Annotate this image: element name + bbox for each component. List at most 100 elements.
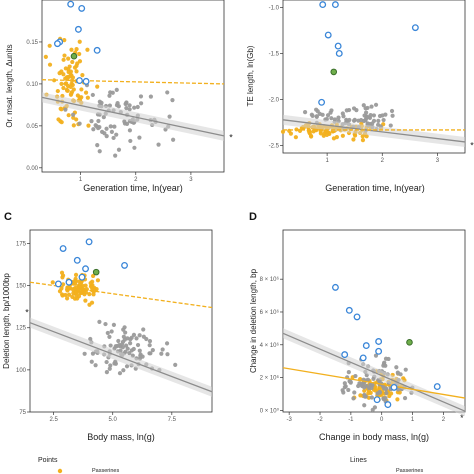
orange-point bbox=[63, 81, 68, 86]
grey-point bbox=[302, 110, 308, 115]
highlight-blue-point bbox=[82, 77, 90, 85]
orange-point bbox=[91, 292, 96, 297]
grey-point bbox=[329, 108, 334, 113]
orange-point bbox=[55, 88, 60, 94]
orange-point bbox=[89, 285, 95, 290]
orange-point bbox=[71, 87, 76, 92]
grey-point bbox=[127, 128, 133, 133]
grey-point bbox=[134, 336, 139, 341]
x-tick-label: 5.0 bbox=[109, 417, 118, 423]
panel-b-frame bbox=[282, 0, 466, 154]
grey-point bbox=[362, 394, 367, 399]
grey-point bbox=[116, 147, 122, 152]
grey-point bbox=[131, 332, 137, 338]
highlight-blue-point bbox=[319, 1, 327, 9]
grey-point bbox=[314, 107, 319, 112]
y-tick-label: -2.5 bbox=[269, 144, 280, 150]
grey-point bbox=[104, 359, 109, 365]
grey-point bbox=[388, 123, 393, 128]
highlight-blue-point bbox=[375, 347, 383, 355]
grey-point bbox=[141, 327, 146, 332]
grey-point bbox=[132, 105, 137, 110]
orange-point bbox=[60, 273, 66, 278]
grey-point bbox=[129, 335, 134, 340]
grey-point bbox=[124, 100, 129, 106]
grey-point bbox=[124, 364, 130, 369]
orange-point bbox=[358, 393, 363, 398]
grey-point bbox=[138, 353, 143, 359]
grey-point bbox=[63, 107, 68, 112]
grey-point bbox=[96, 118, 101, 124]
y-tick-label: 0.00 bbox=[26, 166, 38, 172]
panel-a-ylabel: Or. msat. length, Δunits bbox=[5, 44, 14, 127]
grey-point bbox=[138, 94, 144, 99]
orange-point bbox=[56, 117, 61, 122]
grey-point bbox=[135, 104, 140, 110]
highlight-blue-point bbox=[341, 351, 349, 359]
grey-point bbox=[91, 127, 96, 132]
grey-point bbox=[137, 135, 142, 140]
orange-point bbox=[63, 292, 68, 298]
grey-point bbox=[341, 114, 346, 119]
highlight-blue-point bbox=[76, 77, 83, 84]
grey-point bbox=[122, 337, 127, 342]
grey-point bbox=[104, 370, 109, 375]
orange-point bbox=[83, 298, 88, 303]
orange-point bbox=[85, 47, 90, 52]
highlight-blue-point bbox=[373, 396, 381, 404]
grey-point bbox=[160, 347, 165, 352]
x-tick-label: 1 bbox=[411, 417, 415, 423]
orange-point bbox=[65, 88, 70, 93]
highlight-blue-point bbox=[433, 383, 441, 391]
panel-b-ylabel: TE length, ln(Gb) bbox=[246, 45, 255, 106]
y-tick-label: 0.15 bbox=[26, 40, 38, 46]
orange-point bbox=[340, 133, 345, 138]
orange-point bbox=[79, 279, 84, 284]
grey-point bbox=[71, 112, 76, 117]
highlight-blue-point bbox=[67, 0, 75, 8]
orange-point bbox=[59, 107, 64, 112]
grey-point bbox=[403, 367, 408, 372]
grey-point bbox=[107, 334, 112, 339]
grey-point bbox=[135, 342, 141, 348]
grey-point bbox=[113, 344, 118, 349]
grey-point bbox=[344, 108, 349, 113]
orange-point bbox=[83, 283, 88, 288]
grey-point bbox=[371, 376, 376, 381]
grey-point bbox=[128, 341, 133, 346]
y-tick-label: 8 × 10⁶ bbox=[260, 276, 280, 283]
grey-point bbox=[89, 118, 94, 124]
grey-point bbox=[363, 106, 368, 111]
x-tick-label: 2 bbox=[134, 177, 138, 183]
grey-point bbox=[170, 98, 175, 103]
grey-point bbox=[116, 338, 121, 344]
grey-point bbox=[171, 137, 176, 142]
highlight-blue-point bbox=[331, 283, 339, 291]
highlight-blue-point bbox=[362, 342, 370, 350]
grey-point bbox=[82, 351, 87, 356]
grey-point bbox=[101, 115, 106, 120]
y-tick-label: 125 bbox=[16, 326, 27, 332]
x-tick-label: -2 bbox=[317, 417, 323, 423]
grey-point bbox=[359, 383, 365, 389]
highlight-blue-point bbox=[335, 50, 343, 57]
orange-point bbox=[65, 296, 70, 301]
grey-point bbox=[128, 138, 133, 144]
highlight-blue-point bbox=[345, 306, 353, 314]
panel-c-xlabel: Body mass, ln(g) bbox=[87, 432, 155, 442]
highlight-blue-point bbox=[384, 401, 392, 409]
x-tick-label: 2 bbox=[442, 417, 446, 423]
orange-point bbox=[80, 73, 85, 78]
orange-point bbox=[74, 47, 79, 52]
highlight-blue-point bbox=[318, 98, 326, 106]
y-tick-label: 4 × 10⁶ bbox=[260, 342, 280, 349]
grey-point bbox=[346, 387, 351, 393]
grey-point bbox=[104, 134, 109, 139]
highlight-green-point bbox=[330, 68, 338, 76]
orange-point bbox=[87, 291, 92, 297]
star-marker: * bbox=[470, 141, 474, 151]
highlight-blue-point bbox=[78, 273, 86, 281]
orange-point bbox=[69, 91, 74, 96]
grey-point bbox=[394, 365, 399, 370]
grey-point bbox=[336, 115, 341, 120]
